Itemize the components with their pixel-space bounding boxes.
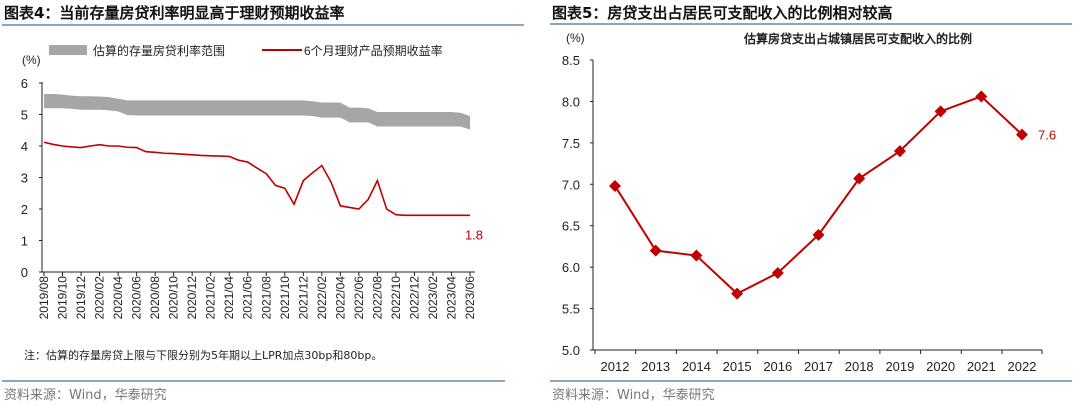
- mortgage-ratio-marker: [893, 145, 906, 158]
- rate-range-band: [44, 94, 470, 130]
- legend-band-label: 估算的存量房贷利率范围: [93, 43, 225, 58]
- right-x-tick-label: 2019: [885, 359, 914, 374]
- right-chart-subtitle: 估算房贷支出占城镇居民可支配收入的比例: [743, 31, 972, 46]
- right-y-tick-label: 5.0: [562, 343, 580, 358]
- left-x-tick-label: 2022/06: [352, 276, 366, 320]
- left-y-tick-label: 4: [21, 139, 28, 154]
- mortgage-ratio-marker: [690, 249, 703, 262]
- right-y-tick-label: 6.0: [562, 260, 580, 275]
- right-x-tick-label: 2015: [723, 359, 752, 374]
- left-x-tick-label: 2021/12: [296, 276, 310, 320]
- left-x-tick-label: 2021/04: [222, 276, 236, 320]
- left-chart-title: 图表4：当前存量房贷利率明显高于理财预期收益率: [4, 4, 345, 22]
- left-x-tick-label: 2023/02: [426, 276, 440, 320]
- mortgage-ratio-marker: [649, 244, 662, 257]
- right-x-tick-label: 2022: [1008, 359, 1037, 374]
- left-x-tick-label: 2019/12: [74, 276, 88, 320]
- left-x-tick-label: 2020/04: [111, 276, 125, 320]
- mortgage-ratio-line: [614, 95, 1023, 295]
- left-y-tick-label: 3: [21, 171, 28, 186]
- left-footer-rule: [2, 380, 505, 382]
- mortgage-ratio-marker: [812, 228, 825, 241]
- left-y-tick-label: 5: [21, 108, 28, 123]
- right-x-tick-label: 2017: [804, 359, 833, 374]
- right-y-tick-label: 5.5: [562, 302, 580, 317]
- right-title-rule: [550, 23, 1072, 25]
- mortgage-ratio-marker: [934, 105, 947, 118]
- left-x-tick-label: 2021/06: [241, 276, 255, 320]
- right-y-tick-label: 8.0: [562, 94, 580, 109]
- left-x-tick-label: 2020/08: [148, 276, 162, 320]
- left-x-tick-label: 2020/12: [185, 276, 199, 320]
- left-x-tick-label: 2019/10: [56, 276, 70, 320]
- left-x-tick-label: 2023/06: [463, 276, 477, 320]
- right-x-tick-label: 2012: [601, 359, 630, 374]
- left-y-tick-label: 6: [21, 76, 28, 91]
- right-y-tick-label: 7.5: [562, 136, 580, 151]
- left-x-tick-label: 2022/08: [370, 276, 384, 320]
- left-x-tick-label: 2021/02: [204, 276, 218, 320]
- right-y-tick-label: 6.5: [562, 219, 580, 234]
- right-x-tick-label: 2014: [682, 359, 711, 374]
- right-y-unit: (%): [566, 31, 585, 45]
- left-x-tick-label: 2022/04: [333, 276, 347, 320]
- left-chart-note: 注：估算的存量房贷上限与下限分别为5年期以上LPR加点30bp和80bp。: [24, 349, 383, 362]
- mortgage-ratio-marker: [609, 179, 621, 192]
- mortgage-ratio-marker: [771, 266, 784, 279]
- right-y-tick-label: 7.0: [562, 177, 580, 192]
- right-source: 资料来源：Wind，华泰研究: [552, 388, 715, 403]
- left-x-tick-label: 2022/02: [315, 276, 329, 320]
- mortgage-ratio-marker: [731, 287, 744, 300]
- left-x-tick-label: 2020/10: [167, 276, 181, 320]
- left-y-unit: (%): [22, 53, 41, 67]
- left-x-tick-label: 2021/10: [278, 276, 292, 320]
- right-x-tick-label: 2018: [845, 359, 874, 374]
- legend-line-label: 6个月理财产品预期收益率: [304, 43, 443, 58]
- left-x-tick-label: 2020/06: [130, 276, 144, 320]
- right-x-tick-label: 2020: [926, 359, 955, 374]
- mortgage-ratio-marker: [853, 172, 866, 185]
- right-x-tick-label: 2013: [641, 359, 670, 374]
- left-source: 资料来源：Wind，华泰研究: [4, 388, 167, 403]
- right-footer-rule: [550, 380, 1072, 382]
- legend-band-swatch: [49, 45, 87, 55]
- left-x-tick-label: 2020/02: [93, 276, 107, 320]
- left-y-tick-label: 0: [21, 265, 28, 280]
- mortgage-ratio-end-label: 7.6: [1038, 128, 1056, 143]
- wealth-yield-end-label: 1.8: [465, 227, 483, 242]
- mortgage-ratio-marker: [975, 90, 988, 103]
- left-x-tick-label: 2021/08: [259, 276, 273, 320]
- left-y-tick-label: 2: [21, 202, 28, 217]
- right-y-tick-label: 8.5: [562, 53, 580, 68]
- left-x-tick-label: 2019/08: [37, 276, 51, 320]
- left-x-tick-label: 2023/04: [444, 276, 458, 320]
- left-title-rule: [2, 24, 524, 26]
- right-chart-title: 图表5：房贷支出占居民可支配收入的比例相对较高: [552, 4, 893, 22]
- left-x-tick-label: 2022/12: [407, 276, 421, 320]
- mortgage-ratio-marker: [1016, 128, 1028, 141]
- left-x-tick-label: 2022/10: [389, 276, 403, 320]
- wealth-yield-line: [43, 141, 470, 217]
- right-x-tick-label: 2016: [763, 359, 792, 374]
- left-y-tick-label: 1: [21, 234, 28, 249]
- right-x-tick-label: 2021: [967, 359, 996, 374]
